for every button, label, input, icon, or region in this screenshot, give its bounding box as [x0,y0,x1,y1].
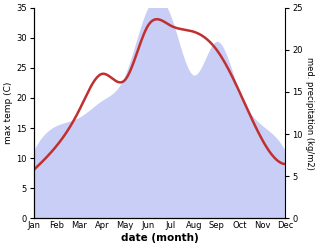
Y-axis label: med. precipitation (kg/m2): med. precipitation (kg/m2) [305,57,314,169]
X-axis label: date (month): date (month) [121,233,198,243]
Y-axis label: max temp (C): max temp (C) [4,82,13,144]
